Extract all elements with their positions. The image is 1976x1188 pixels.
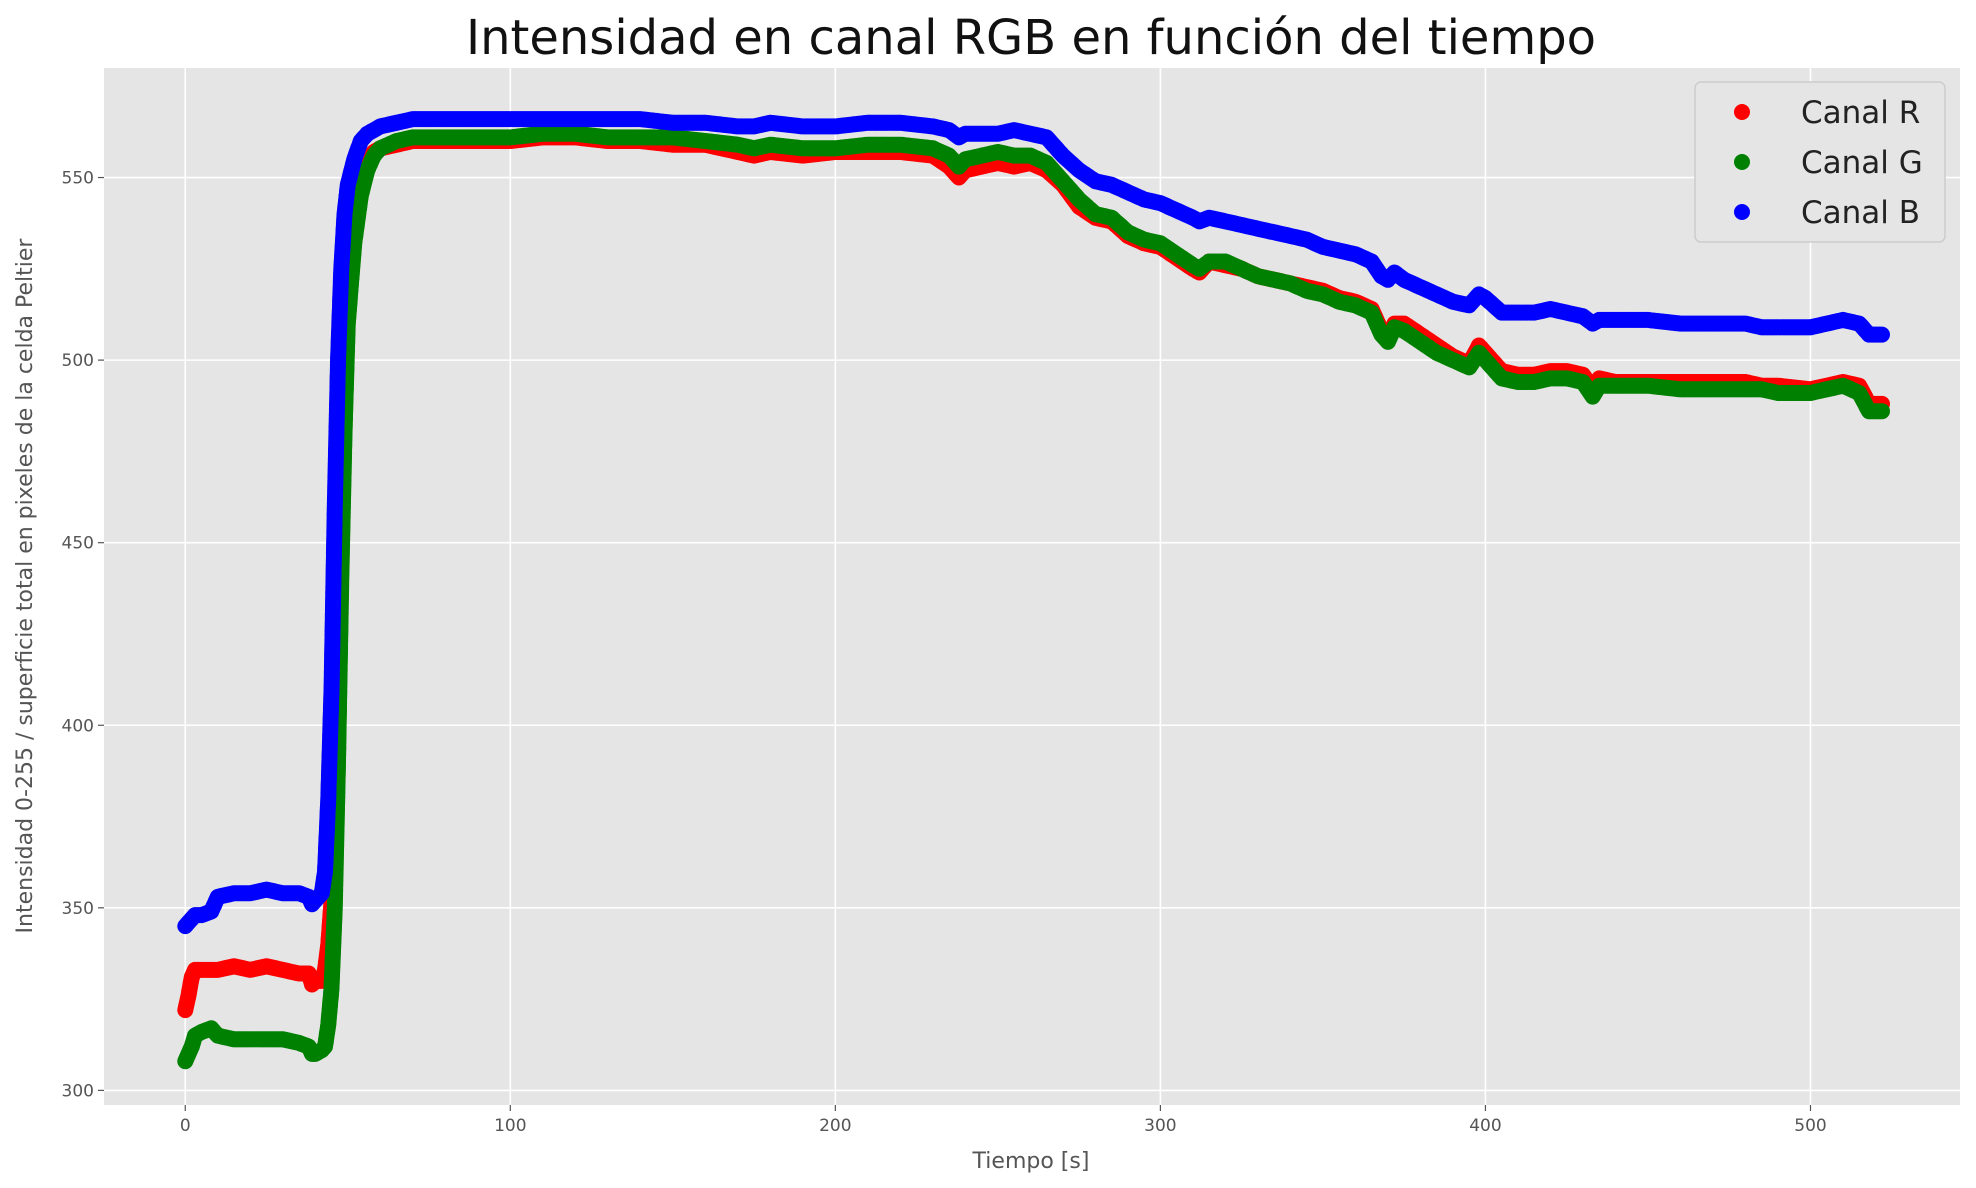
data-points xyxy=(177,111,1890,1070)
legend-marker-b xyxy=(1734,204,1750,220)
legend-label-b: Canal B xyxy=(1801,195,1920,231)
legend-label-g: Canal G xyxy=(1801,145,1923,181)
tick-labels: 0 100 200 300 400 500 300 350 400 450 500 550 xyxy=(62,169,1827,1136)
x-tick-label: 200 xyxy=(819,1116,851,1136)
legend: Canal R Canal G Canal B xyxy=(1694,81,1946,243)
legend-box xyxy=(1694,81,1946,243)
y-tick-label: 350 xyxy=(62,899,94,919)
y-axis-label: Intensidad 0-255 / superficie total en p… xyxy=(13,238,38,934)
legend-marker-g xyxy=(1734,154,1750,170)
x-tick-label: 0 xyxy=(180,1116,191,1136)
x-tick-label: 300 xyxy=(1144,1116,1176,1136)
legend-marker-r xyxy=(1734,104,1750,120)
chart-title: Intensidad en canal RGB en función del t… xyxy=(466,10,1596,66)
x-tick-label: 100 xyxy=(494,1116,526,1136)
series-canal-b xyxy=(177,111,1890,935)
legend-label-r: Canal R xyxy=(1801,95,1920,131)
data-point xyxy=(1874,403,1890,420)
x-tick-label: 400 xyxy=(1469,1116,1501,1136)
x-tick-label: 500 xyxy=(1794,1116,1826,1136)
y-tick-label: 450 xyxy=(62,534,94,554)
y-tick-label: 550 xyxy=(62,169,94,189)
plot-area xyxy=(104,68,1960,1105)
y-tick-label: 300 xyxy=(62,1081,94,1101)
data-point xyxy=(1874,326,1890,343)
y-tick-label: 400 xyxy=(62,716,94,736)
y-tick-label: 500 xyxy=(62,351,94,371)
x-axis-label: Tiempo [s] xyxy=(972,1149,1090,1174)
